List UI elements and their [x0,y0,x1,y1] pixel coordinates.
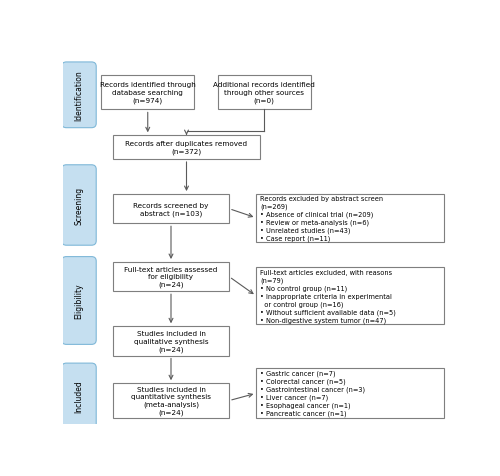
FancyBboxPatch shape [113,195,229,224]
Text: Studies included in
quantitative synthesis
(meta-analysis)
(n=24): Studies included in quantitative synthes… [131,386,211,416]
Text: Records after duplicates removed
(n=372): Records after duplicates removed (n=372) [126,141,248,155]
Text: Records excluded by abstract screen
(n=269)
• Absence of clinical trial (n=209)
: Records excluded by abstract screen (n=2… [260,196,384,241]
Text: Screening: Screening [74,187,84,225]
FancyBboxPatch shape [113,262,229,292]
Text: Included: Included [74,380,84,413]
Text: Full-text articles assessed
for eligibility
(n=24): Full-text articles assessed for eligibil… [124,266,218,288]
FancyBboxPatch shape [113,383,229,418]
Text: Studies included in
qualitative synthesis
(n=24): Studies included in qualitative synthesi… [134,330,208,352]
FancyBboxPatch shape [113,136,260,160]
FancyBboxPatch shape [62,257,96,345]
FancyBboxPatch shape [101,76,194,110]
FancyBboxPatch shape [256,268,444,325]
Text: Full-text articles excluded, with reasons
(n=79)
• No control group (n=11)
• Ina: Full-text articles excluded, with reason… [260,269,396,323]
Text: • Gastric cancer (n=7)
• Colorectal cancer (n=5)
• Gastrointestinal cancer (n=3): • Gastric cancer (n=7) • Colorectal canc… [260,370,365,416]
FancyBboxPatch shape [62,166,96,246]
FancyBboxPatch shape [218,76,310,110]
Text: Records identified through
database searching
(n=974): Records identified through database sear… [100,82,196,104]
FancyBboxPatch shape [256,195,444,242]
Text: Identification: Identification [74,70,84,121]
FancyBboxPatch shape [62,63,96,129]
Text: Records screened by
abstract (n=103): Records screened by abstract (n=103) [134,202,208,216]
Text: Eligibility: Eligibility [74,283,84,318]
FancyBboxPatch shape [113,327,229,356]
FancyBboxPatch shape [256,368,444,418]
FancyBboxPatch shape [62,363,96,429]
Text: Additional records identified
through other sources
(n=0): Additional records identified through ot… [213,82,315,104]
